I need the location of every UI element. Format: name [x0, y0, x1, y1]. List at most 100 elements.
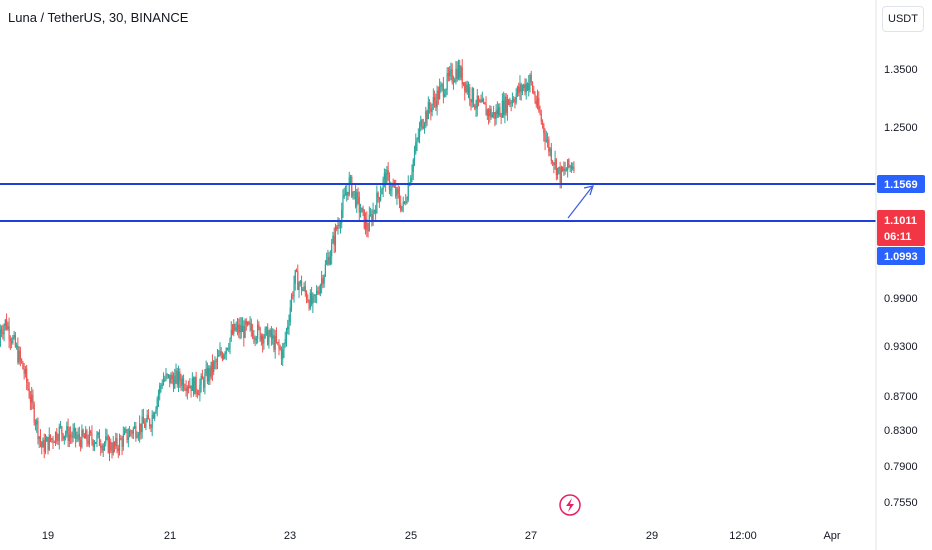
candle-body — [467, 87, 470, 93]
candle-body — [375, 210, 377, 214]
candle-body — [243, 326, 245, 338]
candle-body — [300, 280, 303, 291]
candle-body — [144, 423, 146, 428]
candle-body — [290, 295, 293, 308]
candle-body — [376, 192, 378, 214]
candle-body — [341, 209, 343, 224]
candle-body — [412, 159, 414, 172]
candle-body — [194, 376, 196, 395]
candle-body — [169, 374, 171, 384]
candle-body — [100, 445, 102, 449]
candle-body — [53, 441, 55, 443]
candle-body — [464, 82, 466, 92]
candle-body — [151, 414, 153, 428]
candle-body — [531, 82, 534, 92]
candle-body — [346, 191, 348, 196]
candle-body — [275, 335, 278, 343]
candle-body — [221, 354, 224, 359]
candle-body — [378, 197, 380, 201]
candle-body — [461, 67, 463, 85]
price-tick-label: 0.8700 — [884, 391, 918, 403]
currency-unit-button[interactable]: USDT — [882, 6, 924, 32]
candle-body — [436, 90, 438, 108]
candle-body — [47, 437, 49, 450]
time-tick-label: Apr — [823, 530, 840, 542]
candle-body — [396, 188, 398, 197]
candle-body — [3, 326, 5, 335]
candle-body — [80, 440, 82, 448]
candle-body — [555, 159, 557, 176]
price-tick-label: 1.3500 — [884, 64, 918, 76]
candle-body — [128, 430, 131, 437]
candle-body — [259, 327, 261, 341]
candle-body — [489, 109, 491, 117]
candle-body — [535, 100, 537, 105]
candle-body — [514, 101, 516, 103]
candle-body — [554, 159, 556, 166]
candle-body — [177, 371, 180, 385]
candle-body — [400, 203, 402, 211]
candle-body — [223, 354, 225, 359]
candle-body — [228, 348, 230, 350]
candle-body — [211, 361, 214, 373]
candle-body — [471, 88, 473, 103]
candle-body — [475, 108, 477, 110]
candle-body — [337, 224, 339, 230]
candle-body — [563, 168, 565, 171]
candle-body — [105, 436, 107, 444]
candle-body — [533, 91, 535, 94]
candle-body — [348, 177, 350, 195]
candle-body — [127, 436, 129, 441]
candle-body — [10, 341, 13, 344]
candle-body — [440, 84, 442, 87]
candle-body — [338, 224, 340, 226]
candle-body — [180, 380, 182, 386]
time-tick-label: 21 — [164, 530, 176, 542]
candle-body — [272, 335, 274, 339]
candle-body — [509, 102, 511, 105]
candle-body — [66, 426, 68, 434]
candle-body — [445, 89, 447, 95]
candle-body — [38, 436, 40, 440]
candle-body — [398, 193, 401, 204]
candle-body — [498, 107, 500, 115]
candle-body — [283, 343, 285, 350]
candle-body — [357, 192, 359, 197]
candle-body — [295, 269, 298, 272]
candle-body — [31, 394, 33, 403]
candle-body — [317, 291, 319, 293]
candle-body — [472, 88, 475, 106]
candle-body — [98, 432, 101, 446]
candle-body — [410, 177, 412, 186]
candle-body — [233, 324, 235, 334]
candle-body — [218, 355, 220, 357]
candle-body — [490, 109, 492, 118]
candle-body — [164, 379, 166, 381]
candle-body — [553, 163, 555, 166]
candle-body — [71, 436, 73, 438]
candle-body — [22, 361, 24, 370]
time-tick-label: 23 — [284, 530, 296, 542]
candle-body — [267, 327, 269, 345]
candle-body — [41, 442, 43, 448]
candle-body — [402, 201, 404, 207]
candle-body — [504, 96, 506, 115]
candle-body — [395, 186, 397, 197]
candle-body — [78, 434, 80, 441]
candle-body — [510, 102, 512, 104]
candle-body — [568, 159, 570, 167]
candle-body — [284, 338, 286, 344]
candle-body — [423, 123, 426, 127]
candle-body — [558, 167, 560, 169]
candle-body — [7, 326, 9, 330]
candle-body — [451, 69, 453, 83]
candle-body — [123, 431, 126, 435]
candle-body — [515, 93, 517, 103]
candle-body — [529, 75, 531, 84]
candle-body — [367, 230, 369, 232]
candle-body — [54, 432, 57, 443]
candle-body — [503, 100, 505, 115]
candle-body — [214, 361, 216, 363]
candle-body — [49, 434, 52, 440]
